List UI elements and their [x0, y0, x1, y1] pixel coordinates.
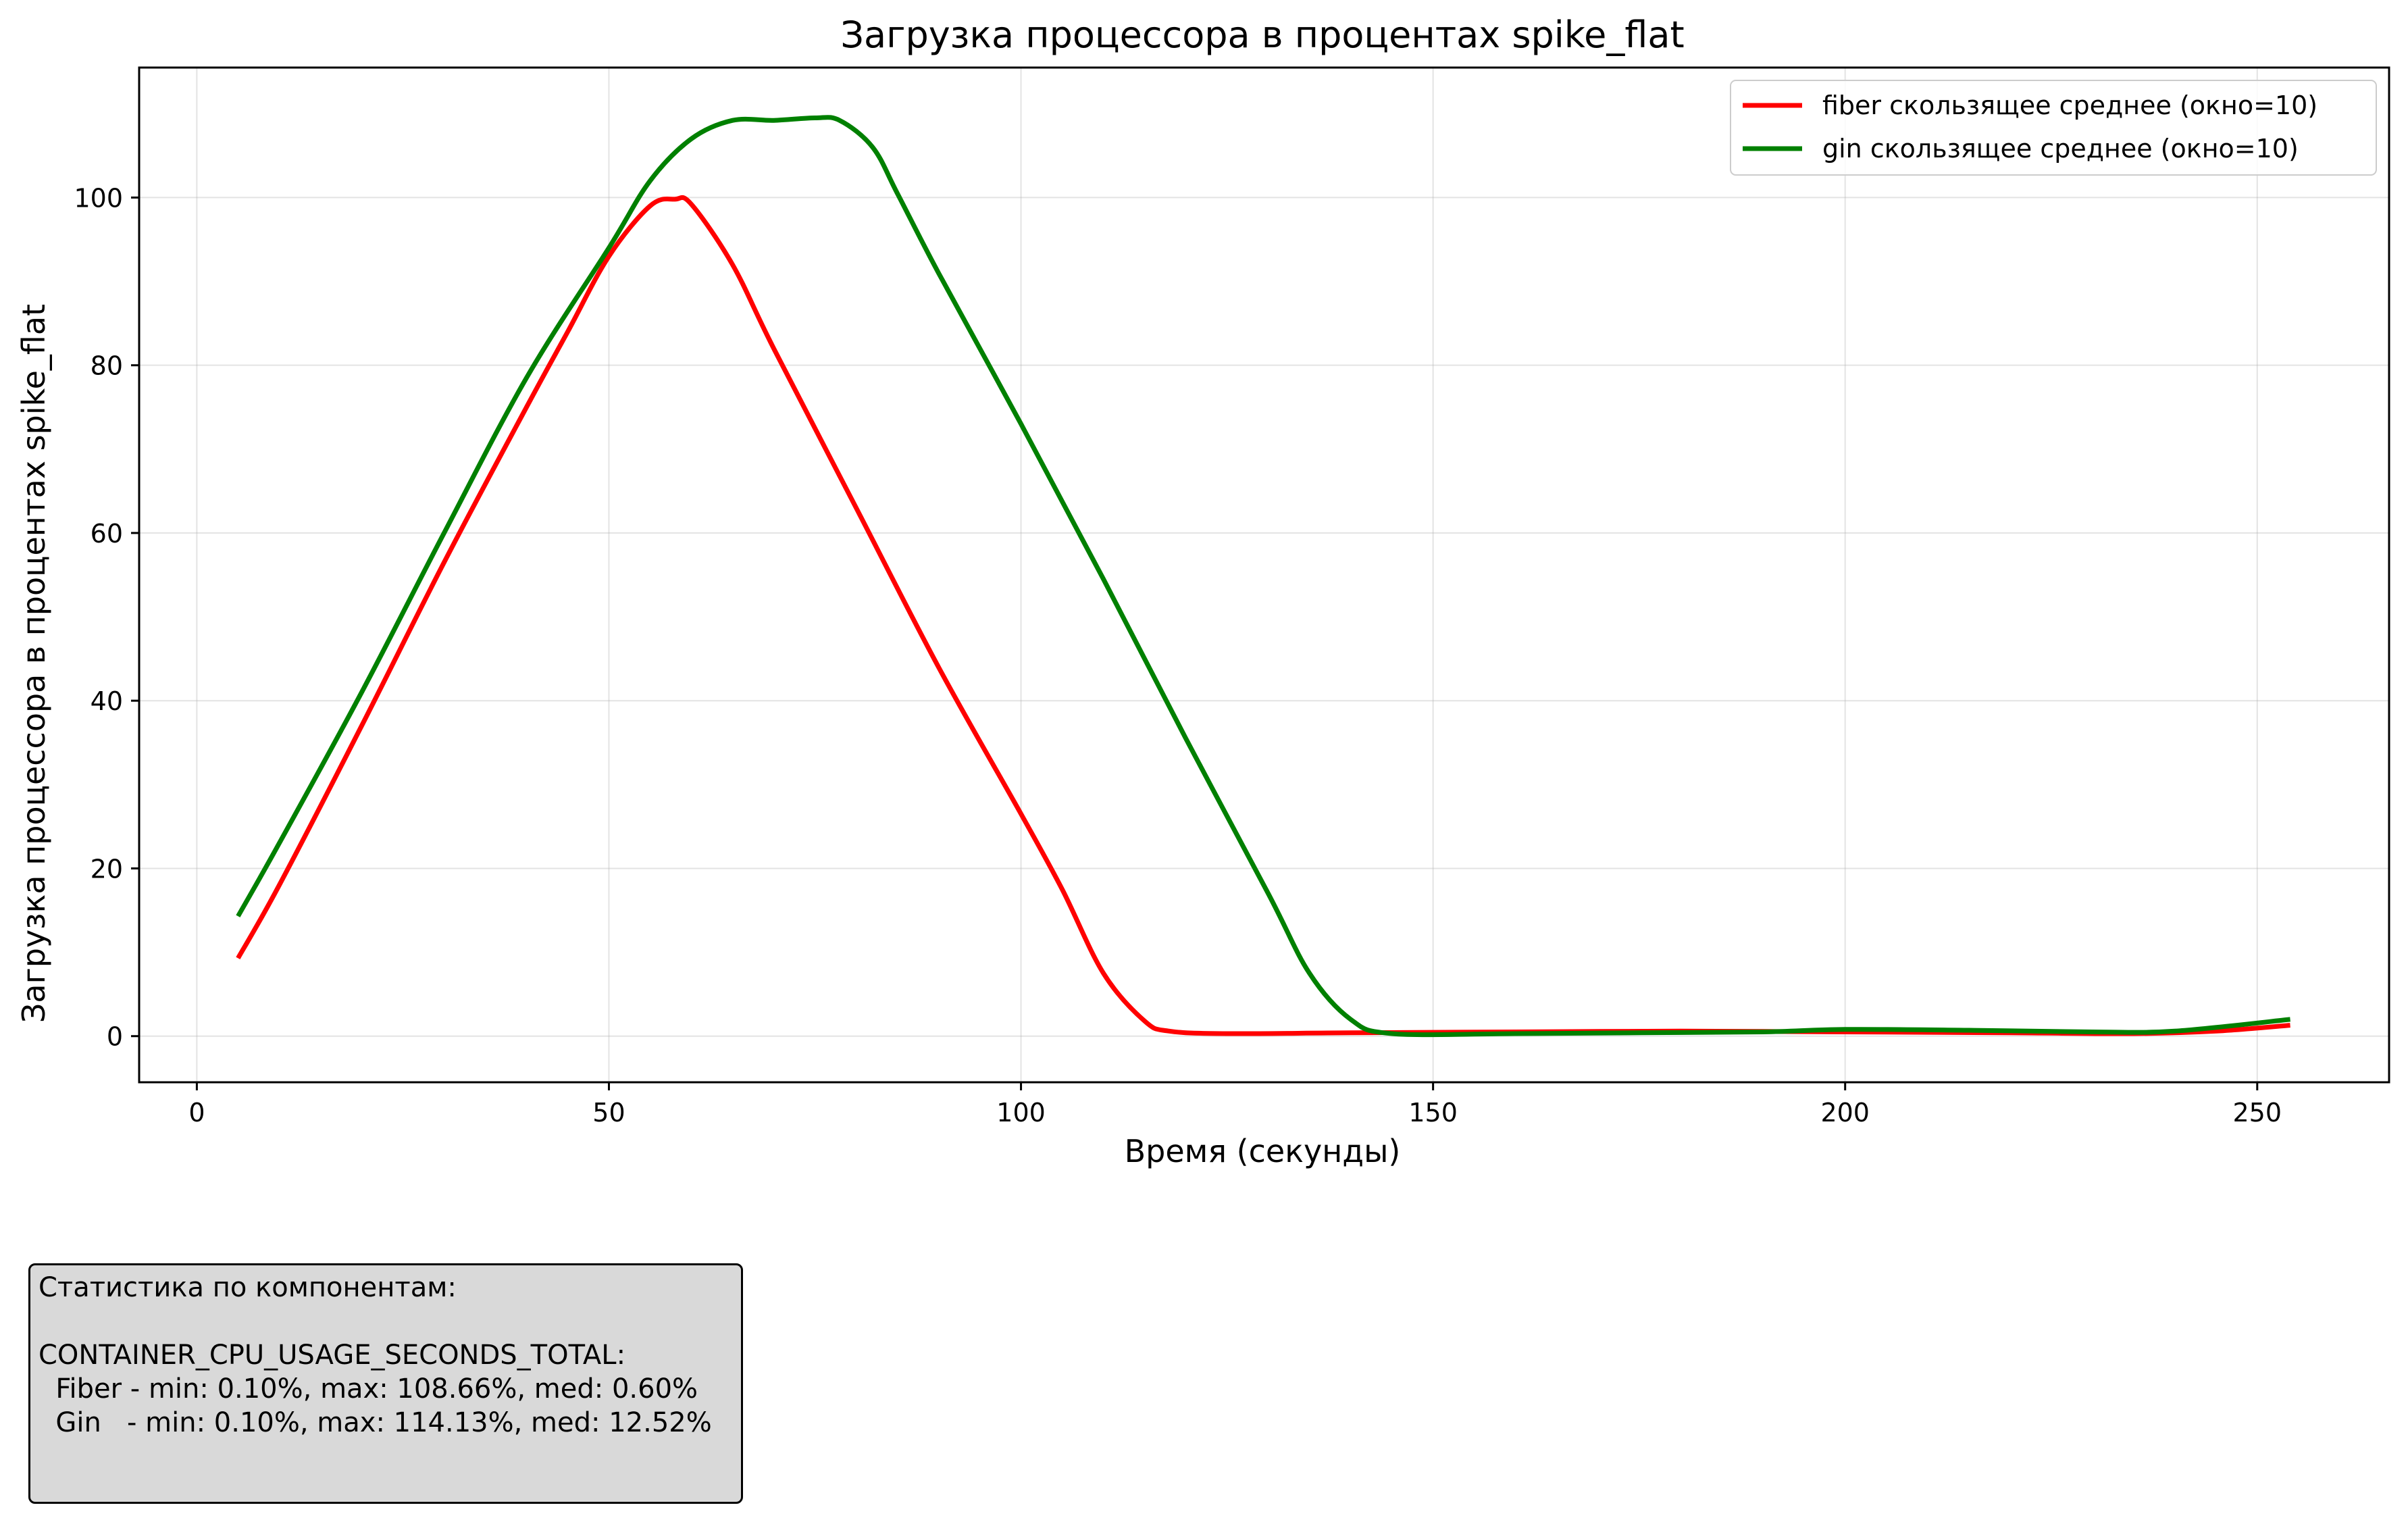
grid-lines: [139, 68, 2389, 1082]
series-lines: [236, 115, 2290, 1038]
x-tick-label: 50: [592, 1098, 625, 1128]
legend-label: fiber скользящее среднее (окно=10): [1822, 91, 2317, 120]
x-tick-label: 200: [1820, 1098, 1870, 1128]
stats-line: Gin - min: 0.10%, max: 114.13%, med: 12.…: [39, 1407, 712, 1438]
y-axis-label: Загрузка процессора в процентах spike_fl…: [16, 304, 52, 1023]
y-tick-label: 80: [91, 351, 123, 381]
x-tick-label: 250: [2233, 1098, 2282, 1128]
series-line-fiber: [236, 195, 2290, 1036]
y-tick-label: 40: [91, 686, 123, 716]
stats-line: Fiber - min: 0.10%, max: 108.66%, med: 0…: [39, 1373, 698, 1405]
statistics-box: Статистика по компонентам: CONTAINER_CPU_…: [28, 1263, 743, 1504]
x-tick-label: 100: [996, 1098, 1046, 1128]
legend: fiber скользящее среднее (окно=10) gin ск…: [1730, 80, 2377, 176]
y-tick-label: 100: [74, 183, 123, 213]
x-axis-label: Время (секунды): [1125, 1133, 1401, 1169]
legend-label: gin скользящее среднее (окно=10): [1822, 134, 2299, 163]
y-tick-label: 20: [91, 854, 123, 884]
stats-line: Статистика по компонентам:: [39, 1272, 457, 1303]
x-tick-label: 0: [188, 1098, 205, 1128]
stats-line: [39, 1305, 733, 1338]
stats-line: CONTAINER_CPU_USAGE_SECONDS_TOTAL:: [39, 1340, 626, 1371]
chart-title: Загрузка процессора в процентах spike_fl…: [840, 14, 1684, 56]
plot-frame: [138, 66, 2390, 1084]
x-tick-label: 150: [1408, 1098, 1458, 1128]
legend-box: [1730, 80, 2377, 176]
axis-ticks: 0 50 100 150 200 250 0 20 40 60 80 100: [74, 183, 2282, 1128]
y-tick-label: 0: [107, 1022, 123, 1052]
series-line-gin: [236, 115, 2290, 1038]
y-tick-label: 60: [91, 519, 123, 549]
